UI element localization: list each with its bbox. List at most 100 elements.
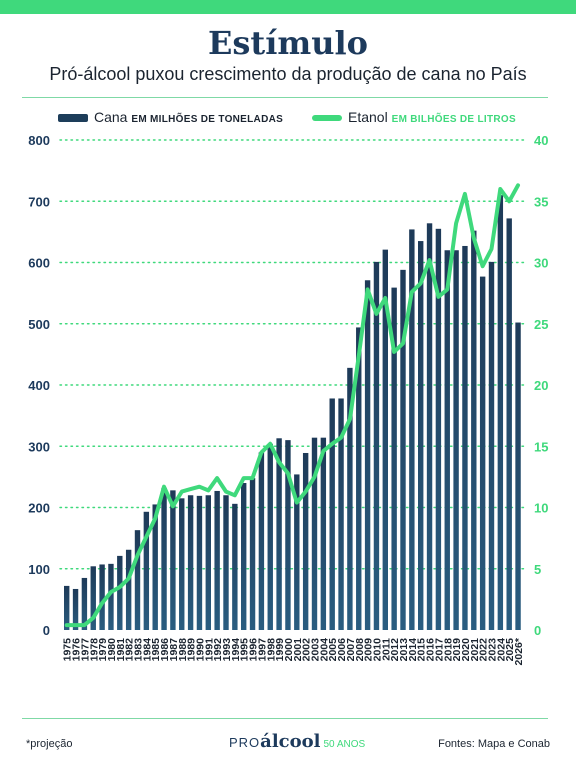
x-axis-tick-label: 1982	[124, 638, 136, 662]
legend-cana: Cana EM MILHÕES DE TONELADAS	[58, 109, 283, 125]
x-axis-tick-label: 2002	[301, 638, 313, 662]
cana-bar	[294, 474, 300, 630]
x-axis-tick-label: 1997	[256, 638, 268, 662]
cana-bar	[320, 437, 327, 630]
x-axis-tick-label: 1975	[62, 638, 74, 662]
legend-etanol-swatch	[312, 115, 342, 122]
left-axis-tick-label: 600	[28, 256, 50, 271]
logo-alcool: álcool	[260, 731, 321, 752]
cana-bar	[453, 250, 459, 630]
cana-bar	[444, 250, 450, 630]
legend-cana-label: Cana	[94, 109, 128, 125]
cana-bar	[72, 588, 79, 630]
cana-bar	[249, 478, 256, 630]
cana-bar	[356, 327, 362, 630]
cana-bar	[125, 549, 132, 630]
cana-bar	[258, 452, 265, 630]
right-axis-tick-label: 25	[534, 317, 548, 332]
footer-divider	[22, 718, 548, 719]
cana-bar	[232, 503, 238, 630]
x-axis-tick-label: 2025	[504, 638, 516, 662]
cana-bar	[302, 452, 309, 630]
x-axis-tick-label: 2009	[363, 638, 375, 662]
sources: Fontes: Mapa e Conab	[438, 738, 550, 750]
x-axis-tick-label: 2020	[460, 638, 472, 662]
x-axis-tick-label: 1977	[79, 638, 91, 662]
x-axis-tick-label: 2003	[310, 638, 322, 662]
x-axis-tick-label: 2016	[425, 638, 437, 662]
x-axis-tick-label: 2022	[478, 638, 490, 662]
cana-bar	[329, 398, 335, 630]
x-axis-tick-label: 1988	[177, 638, 189, 662]
left-axis-tick-label: 800	[28, 133, 50, 148]
footnote: *projeção	[26, 738, 73, 750]
legend-etanol-unit: EM BILHÕES DE LITROS	[391, 114, 516, 125]
cana-bar	[64, 585, 70, 630]
cana-bar	[143, 511, 150, 630]
x-axis-tick-label: 1996	[248, 638, 260, 662]
cana-bar	[311, 437, 318, 630]
cana-bar	[179, 498, 185, 630]
cana-bar	[285, 440, 291, 630]
x-axis-tick-label: 1983	[133, 638, 145, 662]
x-axis-tick-label: 1986	[159, 638, 171, 662]
logo-anos: 50 ANOS	[323, 739, 366, 750]
cana-bar	[391, 287, 397, 630]
cana-bar	[187, 495, 194, 630]
cana-bar	[90, 566, 96, 630]
cana-bar	[117, 555, 123, 630]
x-axis-tick-label: 2013	[398, 638, 410, 662]
x-axis-tick-label: 2017	[433, 638, 445, 662]
left-axis-tick-label: 300	[28, 439, 50, 454]
right-axis-tick-label: 10	[534, 501, 548, 516]
cana-bar	[479, 276, 486, 630]
cana-bar	[364, 280, 371, 630]
x-axis-tick-label: 1993	[221, 638, 233, 662]
x-axis-tick-label: 1999	[274, 638, 286, 662]
x-axis-tick-label: 2023	[487, 638, 499, 662]
cana-bar	[223, 495, 229, 630]
left-axis-tick-label: 700	[28, 194, 50, 209]
right-axis-tick-label: 5	[534, 562, 541, 577]
cana-bar	[81, 577, 88, 630]
left-axis-tick-label: 400	[28, 378, 50, 393]
cana-bar	[373, 261, 380, 630]
legend-etanol: Etanol EM BILHÕES DE LITROS	[312, 109, 516, 125]
left-axis-tick-label: 200	[28, 501, 50, 516]
proalcool-logo: PROálcool 50 ANOS	[229, 731, 365, 752]
legend-cana-swatch	[58, 114, 88, 123]
cana-bar	[214, 490, 220, 630]
cana-bar	[506, 218, 512, 630]
cana-bar	[382, 249, 388, 630]
cana-bar	[134, 530, 141, 630]
x-axis-tick-label: 2019	[451, 638, 463, 662]
cana-bar	[267, 443, 273, 630]
x-axis-tick-label: 1979	[97, 638, 109, 662]
x-axis-tick-label: 2021	[469, 638, 481, 662]
x-axis-tick-label: 1987	[168, 638, 180, 662]
right-axis-tick-label: 40	[534, 133, 548, 148]
x-axis-tick-label: 1991	[203, 638, 215, 662]
cana-bar	[99, 564, 105, 630]
x-axis-tick-label: 2000	[283, 638, 295, 662]
cana-bar	[462, 245, 468, 630]
left-axis-tick-label: 500	[28, 317, 50, 332]
x-axis-tick-label: 1976	[71, 638, 83, 662]
cana-bar	[400, 269, 406, 630]
x-axis-tick-label: 1994	[230, 638, 242, 662]
x-axis-tick-label: 2015	[416, 638, 428, 662]
cana-bar	[241, 483, 247, 630]
left-axis-tick-label: 0	[43, 623, 50, 638]
right-axis-tick-label: 35	[534, 194, 548, 209]
x-axis-tick-label: 1980	[106, 638, 118, 662]
x-axis-tick-label: 2008	[354, 638, 366, 662]
cana-bar	[170, 490, 176, 630]
x-axis-tick-label: 1995	[239, 638, 251, 662]
x-axis-tick-label: 2005	[327, 638, 339, 662]
cana-bar	[488, 261, 495, 630]
cana-bar	[471, 230, 477, 630]
cana-bar	[515, 322, 521, 630]
x-axis-tick-label: 1990	[194, 638, 206, 662]
legend-etanol-label: Etanol	[348, 109, 388, 125]
logo-pro: PRO	[229, 735, 261, 750]
